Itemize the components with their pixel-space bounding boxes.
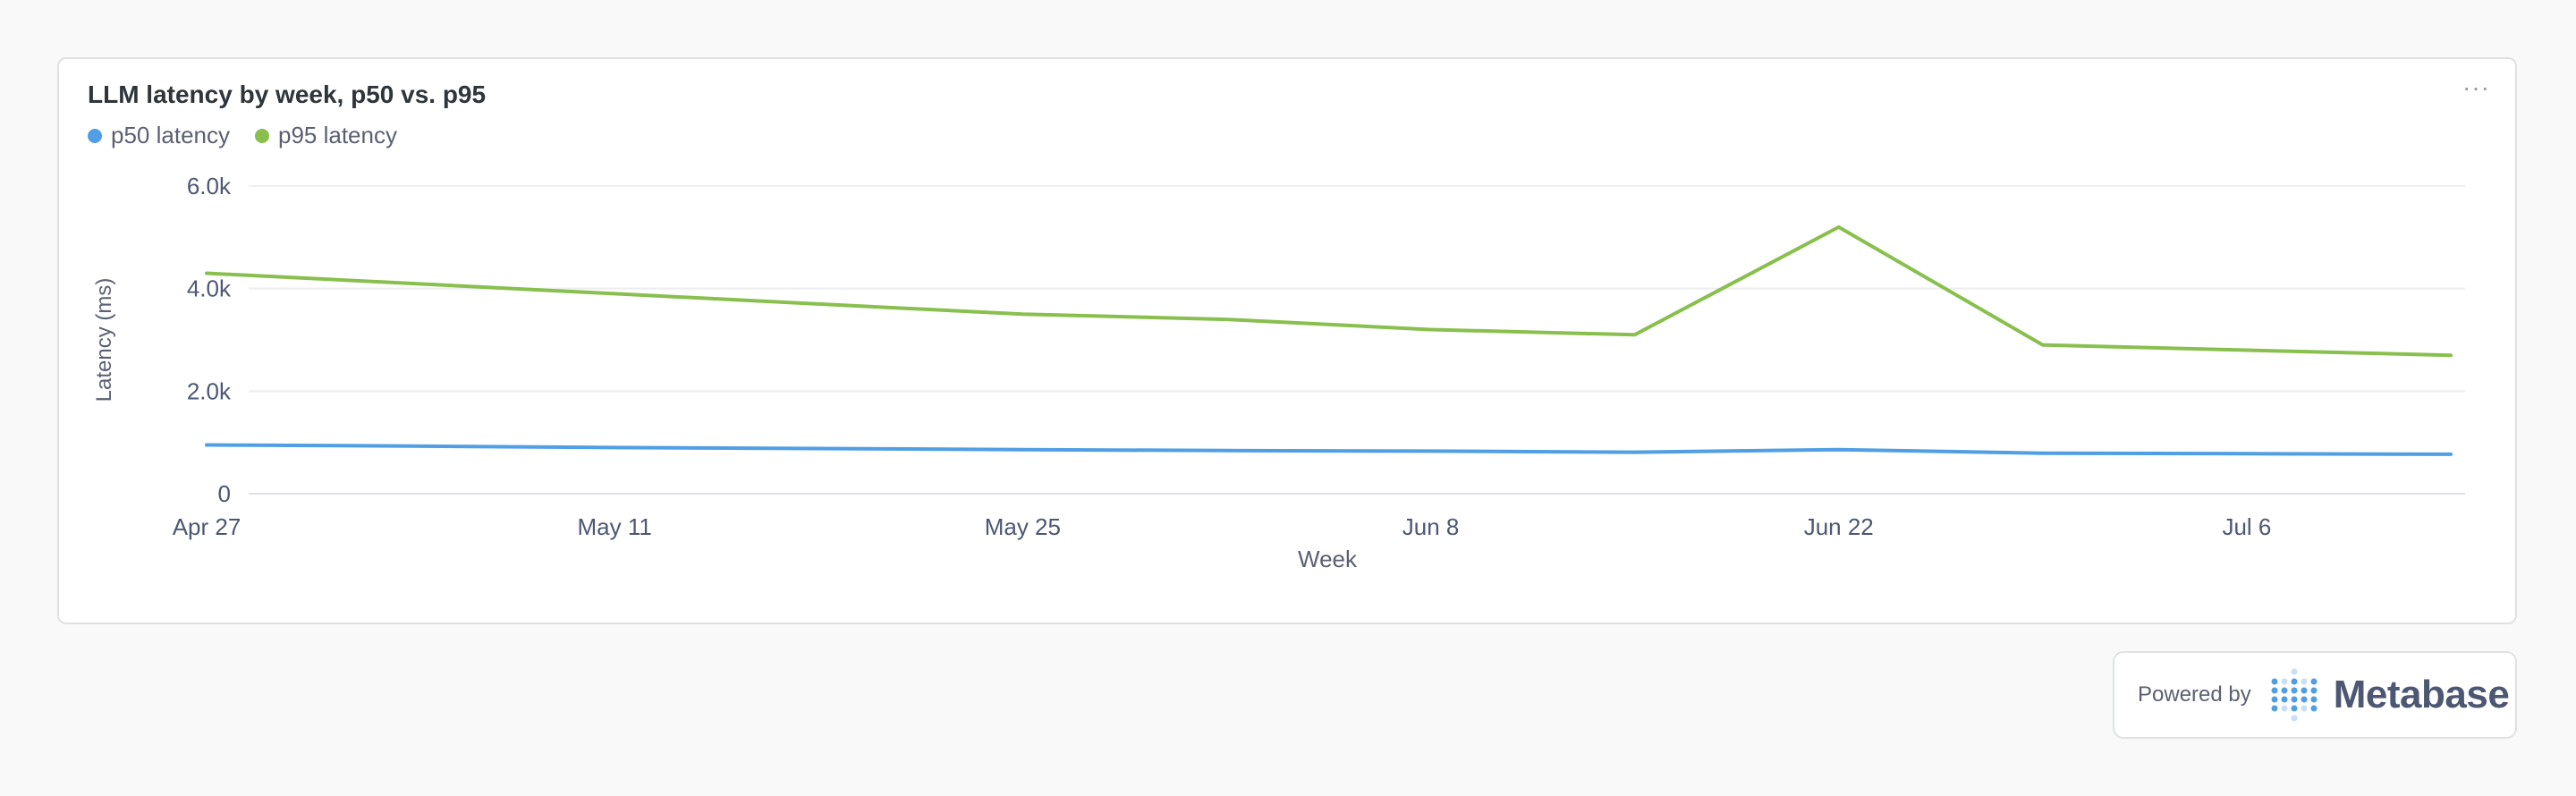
- x-tick-label: May 11: [578, 513, 652, 540]
- y-tick-label: 2.0k: [187, 377, 232, 404]
- chart-title[interactable]: LLM latency by week, p50 vs. p95: [88, 80, 487, 108]
- legend-dot-p50: [88, 128, 102, 143]
- y-axis-title: Latency (ms): [92, 278, 116, 402]
- more-options-icon[interactable]: ···: [2462, 73, 2490, 101]
- legend-item-p95[interactable]: p95 latency: [254, 122, 397, 149]
- line-chart: 0 2.0k 4.0k 6.0k Apr 27 May 11 May 25 Jun 8 Jun …: [92, 173, 2465, 572]
- powered-by-badge[interactable]: Powered by Metabase: [2113, 651, 2517, 739]
- y-tick-label: 6.0k: [187, 173, 232, 199]
- metabase-logo-icon: [2271, 668, 2318, 722]
- x-tick-label: May 25: [985, 513, 1061, 540]
- legend-item-p50[interactable]: p50 latency: [88, 122, 230, 149]
- series-line-p50: [205, 443, 2453, 456]
- chart-card: LLM latency by week, p50 vs. p95 ··· p50…: [57, 57, 2517, 624]
- x-tick-label: Jun 8: [1402, 513, 1460, 540]
- metabase-brand-name: Metabase: [2333, 673, 2510, 716]
- powered-by-text: Powered by: [2138, 682, 2251, 707]
- legend-label-p95: p95 latency: [277, 122, 397, 148]
- x-tick-label: Apr 27: [173, 513, 242, 540]
- series-line-p95: [205, 224, 2453, 358]
- x-axis-title: Week: [1298, 546, 1358, 572]
- y-tick-label: 4.0k: [187, 275, 232, 302]
- legend-dot-p95: [254, 128, 269, 143]
- chart-legend: p50 latency p95 latency: [88, 122, 397, 149]
- legend-label-p50: p50 latency: [111, 122, 230, 148]
- x-tick-label: Jul 6: [2222, 513, 2271, 540]
- y-tick-label: 0: [218, 480, 231, 507]
- x-tick-label: Jun 22: [1804, 513, 1874, 540]
